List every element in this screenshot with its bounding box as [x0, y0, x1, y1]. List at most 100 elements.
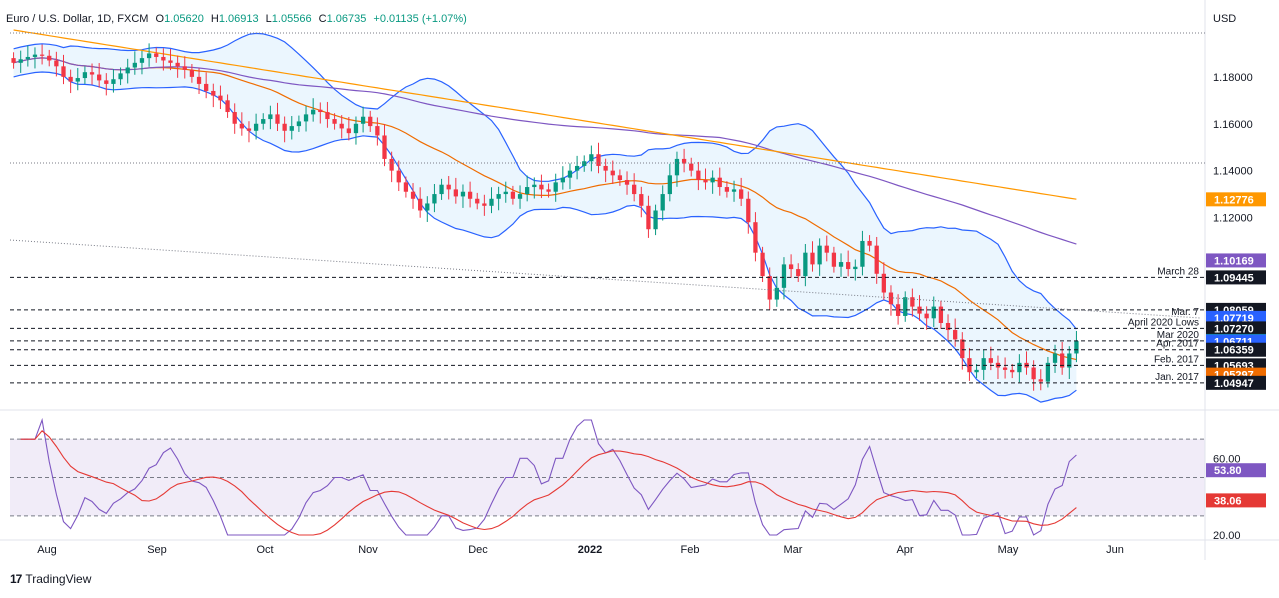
candle-body: [1067, 353, 1072, 368]
candle-body: [574, 165, 580, 171]
candle-body: [567, 170, 573, 178]
sma200-line: [13, 29, 1077, 200]
candle-body: [539, 184, 544, 190]
low-value: 1.05566: [271, 13, 312, 25]
candle-body: [18, 59, 23, 63]
open-value: 1.05620: [164, 13, 204, 25]
candle: [189, 63, 195, 83]
candle: [774, 276, 779, 307]
candle: [760, 246, 765, 282]
candle-body: [632, 184, 637, 195]
candle: [204, 72, 209, 99]
candle: [781, 257, 787, 300]
candle-body: [788, 264, 794, 270]
candle: [525, 175, 530, 202]
candle-body: [253, 123, 259, 131]
high-value: 1.06913: [218, 13, 259, 25]
candle: [303, 105, 309, 132]
candle-body: [803, 252, 808, 277]
y-tick-label: 1.18000: [1213, 72, 1253, 84]
candle-body: [425, 203, 430, 211]
candle: [146, 43, 152, 67]
candle: [924, 306, 929, 330]
candle: [746, 191, 751, 234]
candle-body: [731, 189, 737, 192]
candle-body: [774, 287, 779, 300]
candle: [874, 236, 879, 284]
candle: [467, 181, 473, 208]
candle-body: [353, 123, 359, 134]
candle-body: [960, 339, 965, 359]
candle-body: [1045, 362, 1051, 382]
level-annotation: March 28: [1157, 266, 1199, 277]
candle: [796, 263, 801, 282]
candle: [111, 69, 116, 93]
rsi-ma-value-badge: 38.06: [1206, 493, 1266, 508]
candle-body: [1060, 353, 1065, 368]
candle-body: [453, 189, 458, 197]
candle-body: [781, 264, 787, 288]
candle: [510, 185, 516, 205]
candle-body: [824, 245, 829, 253]
candle: [596, 142, 601, 174]
candle-body: [1031, 367, 1036, 380]
candle-body: [924, 313, 929, 319]
candle-body: [724, 187, 730, 192]
candle: [339, 115, 344, 139]
level-badge-label: 1.09445: [1214, 272, 1254, 284]
level-annotation: Feb. 2017: [1154, 354, 1199, 365]
candle-body: [589, 154, 594, 162]
candle-body: [810, 252, 815, 265]
candle: [617, 169, 623, 186]
candle: [603, 158, 608, 183]
candle: [910, 288, 915, 317]
candle-body: [881, 273, 886, 293]
candle-body: [39, 54, 45, 56]
candle: [432, 183, 437, 213]
candle: [75, 67, 80, 91]
candle: [953, 318, 958, 347]
level-badge-bg: [1206, 321, 1266, 336]
candle: [724, 181, 730, 198]
rsi-badge-label: 53.80: [1214, 465, 1242, 477]
candle-body: [318, 109, 323, 113]
candle-body: [653, 210, 658, 230]
candle-body: [867, 240, 872, 246]
level-badge-label: 1.12776: [1214, 194, 1254, 206]
candle: [589, 145, 594, 172]
candle-body: [54, 60, 59, 67]
footer-brand[interactable]: 17 TradingView: [10, 572, 91, 586]
rsi-badge-bg: [1206, 463, 1266, 478]
level-badge-bg: [1206, 270, 1266, 285]
candle: [788, 254, 794, 278]
x-tick-label: 2022: [578, 544, 602, 556]
rsi-badge-bg: [1206, 493, 1266, 508]
candle: [567, 163, 573, 190]
candle: [1017, 354, 1022, 383]
candle: [1002, 357, 1008, 379]
candle-body: [910, 297, 915, 307]
candle: [453, 177, 458, 204]
candle: [539, 174, 544, 199]
candle-body: [97, 74, 102, 81]
candle-body: [753, 222, 758, 253]
candle: [282, 116, 287, 143]
candle-body: [482, 203, 487, 206]
candle: [753, 212, 758, 262]
candle-body: [553, 182, 558, 192]
candle: [25, 45, 30, 67]
candle: [888, 285, 894, 316]
candle-body: [339, 123, 344, 129]
candle-body: [68, 76, 73, 82]
rsi-y-tick-label: 60.00: [1213, 453, 1241, 465]
candle: [767, 267, 772, 310]
candle-body: [161, 56, 166, 61]
candle-body: [432, 194, 437, 204]
candle-body: [1010, 369, 1015, 373]
candle-body: [403, 182, 409, 192]
candle: [446, 176, 451, 200]
candle-body: [75, 78, 80, 82]
candle-body: [981, 358, 986, 370]
candle-body: [945, 322, 951, 331]
